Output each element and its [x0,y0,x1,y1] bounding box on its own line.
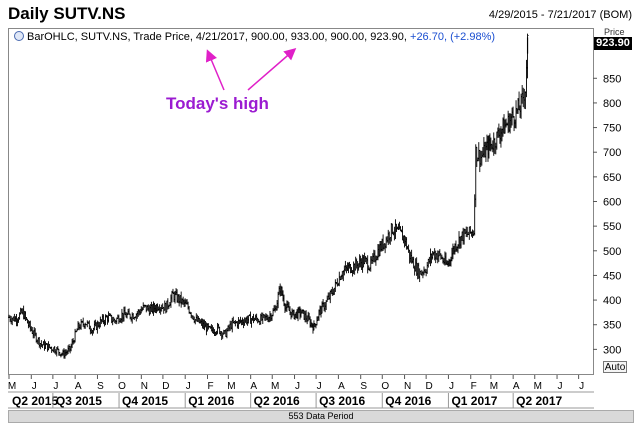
legend-text: BarOHLC, SUTV.NS, Trade Price, 4/21/2017… [27,31,407,43]
legend-change: +26.70, (+2.98%) [410,31,496,43]
quarter-label: Q1 2016 [188,394,234,408]
chart-title: Daily SUTV.NS [8,4,126,23]
quarter-label: Q1 2017 [451,394,497,408]
month-label: M [8,381,16,392]
month-label: F [207,381,213,392]
month-label: S [97,381,104,392]
month-label: J [32,381,37,392]
month-label: A [250,381,257,392]
month-label: D [162,381,169,392]
quarter-label: Q4 2016 [385,394,431,408]
chart-legend: BarOHLC, SUTV.NS, Trade Price, 4/21/2017… [14,31,495,43]
month-label: A [513,381,520,392]
month-label: J [186,381,191,392]
last-price-tag: 923.90 [594,37,632,50]
arrow-to-high [247,48,297,91]
y-tick-label: 650 [603,172,621,184]
series-icon[interactable] [14,31,24,41]
y-tick-label: 850 [603,73,621,85]
annotation-text: Today's high [166,94,269,113]
month-label: J [558,381,563,392]
month-label: J [579,381,584,392]
y-tick-label: 350 [603,320,621,332]
month-label: O [381,381,389,392]
quarter-label: Q4 2015 [122,394,168,408]
y-tick-label: 400 [603,295,621,307]
y-tick-label: 450 [603,270,621,282]
y-tick-label: 600 [603,197,621,209]
month-label: S [360,381,367,392]
month-label: A [75,381,82,392]
month-label: J [317,381,322,392]
data-period-label: 553 Data Period [288,411,354,421]
month-label: A [338,381,345,392]
month-label: O [118,381,126,392]
month-label: D [426,381,433,392]
quarter-label: Q3 2015 [56,394,102,408]
month-label: J [449,381,454,392]
y-tick-label: 750 [603,123,621,135]
quarter-label: Q3 2016 [319,394,365,408]
arrow-to-date [205,49,225,91]
auto-scale-button[interactable]: Auto [603,361,627,373]
date-range: 4/29/2015 - 7/21/2017 (BOM) [488,9,632,21]
month-label: N [141,381,148,392]
quarter-label: Q2 2016 [254,394,300,408]
month-label: M [271,381,279,392]
month-label: J [53,381,58,392]
y-tick-label: 550 [603,221,621,233]
y-tick-label: 300 [603,344,621,356]
y-tick-label: 800 [603,98,621,110]
y-tick-label: 700 [603,147,621,159]
month-label: M [227,381,235,392]
month-label: F [471,381,477,392]
month-label: M [534,381,542,392]
scroll-bar[interactable]: 553 Data Period [8,410,634,423]
month-label: N [404,381,411,392]
month-label: J [295,381,300,392]
month-label: M [490,381,498,392]
quarter-label: Q2 2017 [516,394,562,408]
quarter-label: Q2 2015 [12,394,58,408]
y-tick-label: 500 [603,246,621,258]
